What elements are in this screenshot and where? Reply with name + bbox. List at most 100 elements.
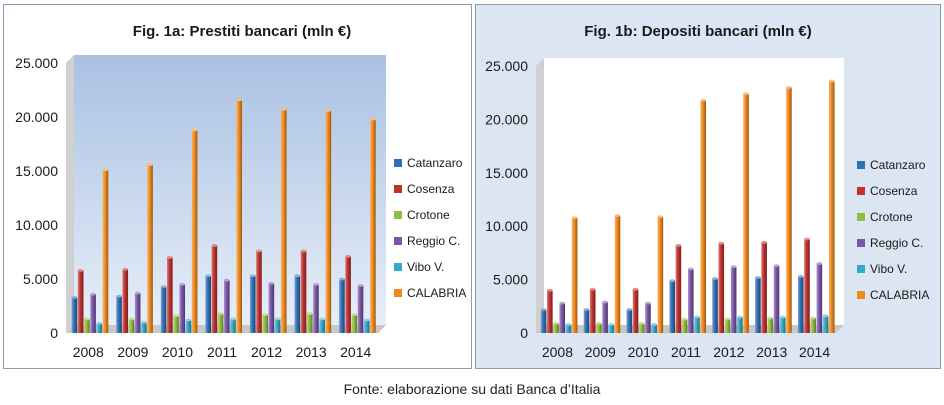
bar-vibo-v--2014 bbox=[822, 315, 829, 333]
bar-top-catanzaro-2010 bbox=[626, 308, 633, 311]
bar-crotone-2013 bbox=[767, 318, 774, 333]
bar-top-crotone-2010 bbox=[173, 314, 179, 318]
bar-calabria-2013 bbox=[786, 87, 792, 333]
x-tick-label: 2013 bbox=[296, 344, 327, 360]
bar-cosenza-2010 bbox=[632, 289, 639, 333]
bar-top-reggio-c--2011 bbox=[224, 278, 230, 282]
bar-vibo-v--2013 bbox=[779, 316, 786, 333]
legend-swatch bbox=[394, 237, 402, 245]
bar-top-crotone-2014 bbox=[351, 313, 358, 317]
bar-catanzaro-2009 bbox=[583, 309, 590, 333]
bar-top-reggio-c--2010 bbox=[179, 283, 186, 286]
bar-crotone-2012 bbox=[724, 319, 731, 333]
plot-area bbox=[544, 58, 844, 325]
bar-top-cosenza-2012 bbox=[256, 249, 262, 253]
bar-vibo-v--2011 bbox=[694, 316, 700, 333]
legend-swatch bbox=[857, 239, 865, 247]
bar-reggio-c--2012 bbox=[730, 266, 737, 333]
bar-calabria-2011 bbox=[700, 100, 706, 334]
bar-top-vibo-v--2008 bbox=[96, 321, 103, 325]
bar-top-crotone-2010 bbox=[638, 321, 645, 325]
bar-top-vibo-v--2010 bbox=[185, 318, 192, 322]
bar-reggio-c--2010 bbox=[645, 303, 651, 333]
x-tick-label: 2010 bbox=[162, 344, 193, 360]
x-tick-label: 2012 bbox=[251, 344, 282, 360]
legend-swatch bbox=[857, 291, 865, 299]
bar-top-catanzaro-2013 bbox=[755, 276, 761, 279]
y-tick-label: 15.000 bbox=[485, 165, 528, 181]
bar-top-catanzaro-2008 bbox=[71, 295, 78, 299]
bar-vibo-v--2008 bbox=[96, 323, 103, 333]
bar-calabria-2012 bbox=[280, 109, 287, 333]
legend-label: Cosenza bbox=[407, 182, 455, 196]
bar-top-crotone-2012 bbox=[262, 313, 268, 317]
bar-catanzaro-2013 bbox=[294, 275, 301, 333]
bar-top-calabria-2012 bbox=[280, 108, 287, 111]
y-tick-label: 20.000 bbox=[485, 111, 528, 127]
bar-catanzaro-2012 bbox=[712, 278, 718, 333]
bar-top-catanzaro-2009 bbox=[583, 308, 590, 311]
y-tick-label: 5.000 bbox=[493, 272, 528, 288]
bar-calabria-2008 bbox=[102, 169, 109, 333]
bar-cosenza-2010 bbox=[167, 257, 173, 333]
bar-crotone-2014 bbox=[810, 318, 816, 333]
bar-top-calabria-2009 bbox=[147, 163, 153, 166]
bar-top-reggio-c--2014 bbox=[357, 284, 364, 287]
bar-reggio-c--2008 bbox=[559, 303, 566, 333]
legend-swatch bbox=[394, 185, 402, 193]
bar-top-catanzaro-2010 bbox=[160, 285, 167, 288]
plot-side-wall bbox=[536, 58, 544, 333]
bar-cosenza-2012 bbox=[256, 250, 262, 333]
legend-label: Crotone bbox=[870, 210, 913, 224]
bar-top-reggio-c--2014 bbox=[816, 262, 823, 265]
bar-top-calabria-2014 bbox=[370, 117, 376, 121]
legend-swatch bbox=[857, 265, 865, 273]
bar-top-crotone-2011 bbox=[681, 317, 688, 321]
bar-top-crotone-2014 bbox=[810, 316, 816, 320]
legend-label: Catanzaro bbox=[407, 156, 463, 170]
bar-top-cosenza-2011 bbox=[211, 244, 218, 247]
bar-top-crotone-2013 bbox=[767, 316, 774, 320]
bar-calabria-2013 bbox=[325, 110, 332, 334]
bar-top-catanzaro-2008 bbox=[540, 308, 547, 311]
bar-top-crotone-2009 bbox=[128, 317, 135, 321]
bar-top-calabria-2014 bbox=[828, 79, 835, 83]
legend-label: Crotone bbox=[407, 208, 450, 222]
bar-vibo-v--2012 bbox=[737, 316, 743, 333]
legend-label: Cosenza bbox=[870, 184, 918, 198]
y-tick-label: 20.000 bbox=[15, 109, 58, 125]
bar-top-vibo-v--2013 bbox=[319, 317, 325, 321]
bar-top-catanzaro-2013 bbox=[294, 274, 301, 278]
bar-catanzaro-2014 bbox=[797, 276, 804, 333]
bar-cosenza-2011 bbox=[675, 245, 682, 333]
legend-label: Reggio C. bbox=[407, 234, 460, 248]
bar-top-crotone-2009 bbox=[596, 321, 602, 325]
bar-reggio-c--2013 bbox=[773, 265, 780, 333]
bar-top-calabria-2011 bbox=[700, 98, 706, 102]
legend-swatch bbox=[857, 187, 865, 195]
bar-top-vibo-v--2009 bbox=[141, 320, 147, 324]
bar-crotone-2008 bbox=[84, 318, 90, 333]
bar-calabria-2010 bbox=[191, 129, 198, 333]
x-tick-label: 2010 bbox=[628, 344, 659, 360]
bar-calabria-2010 bbox=[657, 216, 664, 333]
bar-catanzaro-2012 bbox=[249, 275, 256, 333]
bar-reggio-c--2008 bbox=[90, 294, 96, 333]
y-tick-label: 25.000 bbox=[15, 55, 58, 71]
bar-top-cosenza-2013 bbox=[761, 240, 767, 244]
bar-top-catanzaro-2014 bbox=[797, 274, 804, 278]
bar-vibo-v--2010 bbox=[651, 324, 657, 333]
bar-reggio-c--2011 bbox=[224, 280, 230, 333]
legend-label: CALABRIA bbox=[407, 286, 466, 300]
y-tick-label: 10.000 bbox=[15, 217, 58, 233]
bar-vibo-v--2008 bbox=[565, 324, 572, 333]
x-tick-label: 2011 bbox=[671, 344, 701, 360]
bar-reggio-c--2012 bbox=[268, 283, 275, 333]
bar-top-vibo-v--2014 bbox=[363, 318, 370, 322]
x-tick-label: 2014 bbox=[799, 344, 830, 360]
bar-top-cosenza-2008 bbox=[77, 268, 84, 272]
bar-catanzaro-2008 bbox=[540, 309, 547, 333]
bar-cosenza-2014 bbox=[804, 239, 810, 333]
bar-top-reggio-c--2009 bbox=[134, 291, 141, 295]
bar-top-calabria-2008 bbox=[571, 216, 578, 220]
